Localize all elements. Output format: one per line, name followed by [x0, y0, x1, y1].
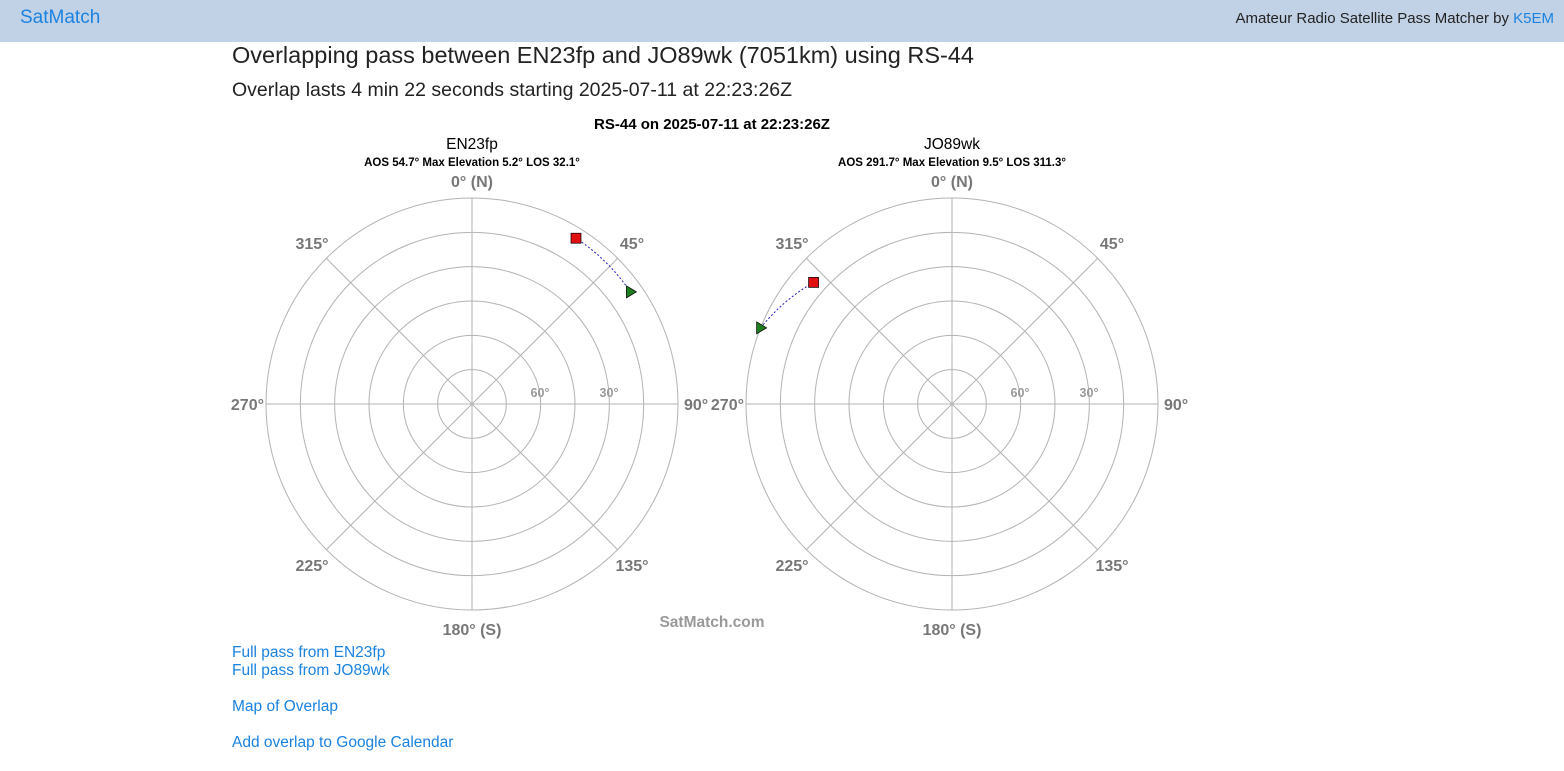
brand-link[interactable]: SatMatch	[20, 7, 101, 28]
google-calendar-link[interactable]: Add overlap to Google Calendar	[232, 734, 454, 751]
direction-label: 45°	[1100, 236, 1124, 253]
map-of-overlap-link[interactable]: Map of Overlap	[232, 698, 338, 715]
plot-title: EN23fp	[446, 136, 498, 153]
elevation-label: 30°	[1080, 386, 1099, 400]
tagline-text: Amateur Radio Satellite Pass Matcher by	[1235, 10, 1514, 27]
watermark: SatMatch.com	[659, 614, 764, 631]
spacer	[232, 716, 453, 734]
direction-label: 135°	[615, 558, 648, 575]
direction-label: 225°	[295, 558, 328, 575]
azimuth-spoke	[471, 257, 619, 405]
navbar: SatMatch Amateur Radio Satellite Pass Ma…	[0, 0, 1564, 42]
plot-subtitle: AOS 54.7° Max Elevation 5.2° LOS 32.1°	[364, 157, 580, 169]
full-pass-jo89wk-link[interactable]: Full pass from JO89wk	[232, 662, 390, 679]
figure-title: RS-44 on 2025-07-11 at 22:23:26Z	[594, 116, 830, 133]
direction-label: 0° (N)	[451, 174, 493, 191]
azimuth-spoke	[805, 257, 953, 405]
satellite-track	[760, 281, 814, 329]
spacer	[232, 680, 453, 698]
direction-label: 225°	[775, 558, 808, 575]
elevation-label: 30°	[600, 386, 619, 400]
satellite-track	[575, 237, 631, 293]
overlap-summary: Overlap lasts 4 min 22 seconds starting …	[232, 79, 793, 101]
tagline: Amateur Radio Satellite Pass Matcher by …	[1236, 10, 1554, 27]
direction-label: 90°	[684, 397, 708, 414]
direction-label: 315°	[295, 236, 328, 253]
plot-subtitle: AOS 291.7° Max Elevation 9.5° LOS 311.3°	[838, 157, 1066, 169]
direction-label: 45°	[620, 236, 644, 253]
los-marker	[570, 232, 582, 244]
direction-label: 135°	[1095, 558, 1128, 575]
direction-label: 270°	[231, 397, 264, 414]
full-pass-en23fp-link[interactable]: Full pass from EN23fp	[232, 644, 386, 661]
direction-label: 315°	[775, 236, 808, 253]
elevation-label: 60°	[1011, 386, 1030, 400]
azimuth-spoke	[325, 257, 473, 405]
azimuth-spoke	[951, 257, 1099, 405]
direction-label: 270°	[711, 397, 744, 414]
polar-plot-jo89wk: JO89wk AOS 291.7° Max Elevation 9.5° LOS …	[711, 136, 1188, 639]
elevation-label: 60°	[531, 386, 550, 400]
azimuth-spoke	[805, 403, 953, 551]
direction-label: 0° (N)	[931, 174, 973, 191]
polar-plot-en23fp: EN23fp AOS 54.7° Max Elevation 5.2° LOS 3…	[231, 136, 708, 639]
aos-marker	[756, 321, 768, 335]
azimuth-spoke	[951, 403, 1099, 551]
links-section: Full pass from EN23fp Full pass from JO8…	[232, 644, 453, 752]
plot-title: JO89wk	[924, 136, 980, 153]
author-link[interactable]: K5EM	[1513, 10, 1554, 27]
direction-label: 180° (S)	[923, 622, 982, 639]
aos-marker	[626, 285, 638, 299]
azimuth-spoke	[471, 403, 619, 551]
azimuth-spoke	[325, 403, 473, 551]
page-title: Overlapping pass between EN23fp and JO89…	[232, 42, 974, 68]
los-marker	[808, 277, 819, 288]
direction-label: 180° (S)	[443, 622, 502, 639]
direction-label: 90°	[1164, 397, 1188, 414]
